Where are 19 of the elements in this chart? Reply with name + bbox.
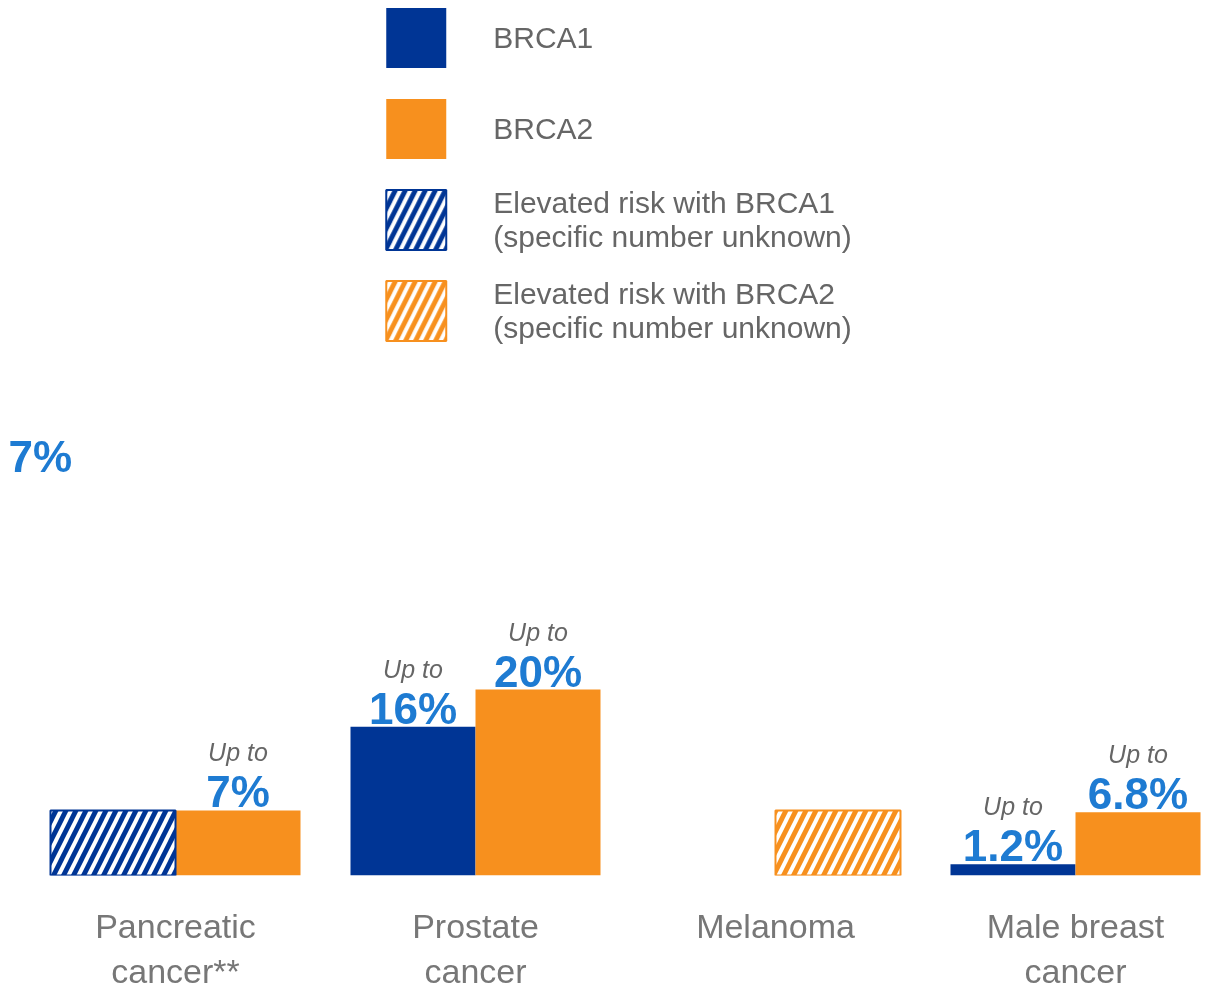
bar [950, 864, 1076, 876]
bar [175, 810, 301, 876]
bar [350, 726, 476, 876]
x-tick-label: Pancreatic cancer** [95, 906, 256, 991]
x-tick-label: Melanoma [696, 906, 855, 945]
data-label: Up to 16% [368, 654, 458, 733]
data-label: Up to 6.8% [1087, 740, 1189, 819]
legend-label: BRCA2 [493, 110, 594, 147]
data-label: Up to 20% [493, 617, 583, 696]
legend-label: Elevated risk with BRCA1 (specific number unknown) [493, 184, 852, 255]
legend-label: Elevated risk with BRCA2 (specific number unknown) [493, 275, 852, 346]
data-label: Up to 1.2% [962, 792, 1064, 871]
legend-label: BRCA1 [493, 19, 594, 56]
bar [1075, 812, 1201, 876]
x-tick-label: Prostate cancer [412, 906, 539, 991]
x-tick-label: Male breast cancer [986, 906, 1165, 991]
data-label: Up to 7% [206, 738, 270, 817]
bar [475, 689, 601, 876]
text: 7% [8, 431, 73, 481]
